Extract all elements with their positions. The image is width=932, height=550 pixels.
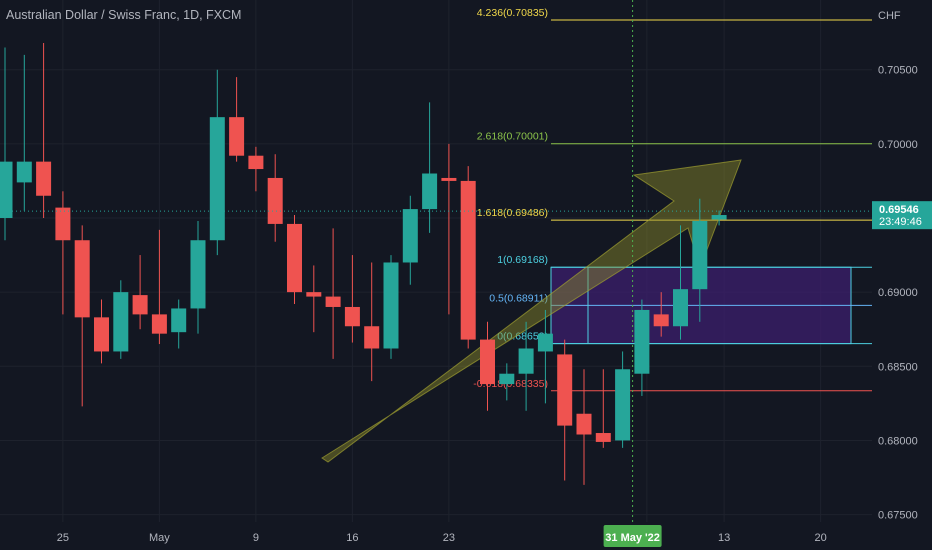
candle-body xyxy=(151,314,167,334)
price-axis[interactable]: CHF 0.675000.680000.685000.690000.695000… xyxy=(872,0,932,522)
candle-body xyxy=(267,177,283,224)
candle-body xyxy=(615,369,631,441)
x-tick-label: 25 xyxy=(57,532,69,544)
x-tick-label: May xyxy=(149,532,170,544)
candle-body xyxy=(692,220,708,290)
candle-body xyxy=(287,223,302,293)
candle-body xyxy=(364,326,380,349)
fib-label: 1(0.69168) xyxy=(497,254,548,266)
candle-body xyxy=(557,354,573,426)
chart-title: Australian Dollar / Swiss Franc, 1D, FXC… xyxy=(6,8,242,22)
time-axis[interactable]: 25May9162371320 31 May '22 xyxy=(0,522,932,550)
fib-label: 0.5(0.68911) xyxy=(489,292,548,304)
candle-body xyxy=(190,240,206,309)
highlighted-date-tag xyxy=(603,525,662,547)
candle-body xyxy=(711,215,727,220)
x-tick-label: 23 xyxy=(443,532,455,544)
current-price-value: 0.69546 xyxy=(879,204,919,216)
y-tick-label: 0.67500 xyxy=(878,510,918,522)
candle-body xyxy=(229,117,245,156)
candle-body xyxy=(306,292,322,297)
candle-body xyxy=(576,413,592,435)
x-tick-label: 13 xyxy=(718,532,730,544)
x-tick-label: 20 xyxy=(814,532,826,544)
candle-body xyxy=(673,289,688,327)
currency-label: CHF xyxy=(878,10,901,22)
current-price-tag xyxy=(872,201,932,230)
candle-body xyxy=(422,173,438,210)
fibonacci-levels: 4.236(0.70835) 2.618(0.70001) 1.618(0.6948… xyxy=(473,7,872,392)
fib-label: 1.618(0.69486) xyxy=(477,207,548,219)
candle-body xyxy=(460,180,476,340)
y-tick-label: 0.70000 xyxy=(878,139,918,151)
candle-body xyxy=(537,333,553,352)
candle-body xyxy=(113,292,129,352)
candle-body xyxy=(0,161,13,218)
candle-body xyxy=(36,161,52,196)
candle-body xyxy=(209,117,225,241)
candle-body xyxy=(441,177,457,181)
candle-body xyxy=(171,308,187,333)
highlighted-date: 31 May '22 xyxy=(605,532,660,544)
candle-body xyxy=(74,240,90,318)
candle-body xyxy=(402,209,418,263)
trend-arrow-icon xyxy=(321,159,742,463)
y-tick-label: 0.70500 xyxy=(878,65,918,77)
candle-body xyxy=(94,317,109,352)
candle-body xyxy=(325,296,341,307)
x-tick-label: 16 xyxy=(346,532,358,544)
candle-body xyxy=(634,309,650,374)
candle-body xyxy=(16,161,32,183)
candle-body xyxy=(595,433,611,442)
y-tick-label: 0.68500 xyxy=(878,361,918,373)
candle-body xyxy=(499,373,515,385)
candle-body xyxy=(344,306,360,327)
candle-body xyxy=(383,262,399,349)
chart-grid xyxy=(0,0,872,522)
candle-body xyxy=(653,314,669,327)
candles xyxy=(0,43,727,485)
x-tick-label: 9 xyxy=(253,532,259,544)
candle-body xyxy=(55,207,71,241)
fib-label: 4.236(0.70835) xyxy=(477,7,548,19)
candle-body xyxy=(132,295,148,315)
candle-body xyxy=(248,155,264,170)
fib-label: 2.618(0.70001) xyxy=(477,131,548,143)
y-tick-label: 0.68000 xyxy=(878,435,918,447)
candle-body xyxy=(518,348,534,374)
candle-body xyxy=(480,339,495,385)
y-tick-label: 0.69000 xyxy=(878,287,918,299)
bar-countdown: 23:49:46 xyxy=(879,216,922,228)
